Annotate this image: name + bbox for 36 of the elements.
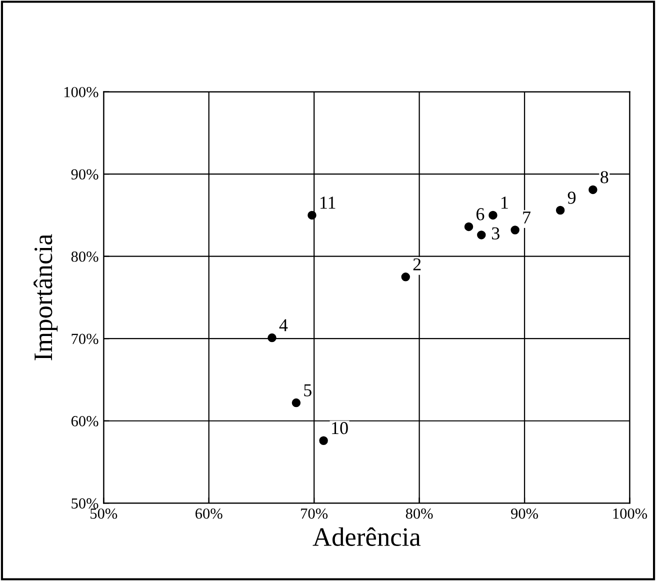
annotation: 1 [502,196,508,209]
annotation: 4 [279,319,288,332]
point [308,210,316,220]
annotation: 9 [568,192,576,204]
point [464,222,474,232]
annotation: 2 [413,258,421,270]
point [488,210,498,220]
point [319,436,328,445]
point [588,185,598,194]
annotation: 11 [320,196,336,209]
point [401,272,410,282]
point [268,333,276,342]
y-axis-title: Importância [34,234,58,360]
x-axis-title: Aderência [312,527,421,546]
y-tick-label: 100% [64,86,98,98]
y-tick-label: 90% [71,169,98,180]
x-tick-label: 50% [90,508,118,519]
point [292,398,301,408]
y-tick-label: 60% [71,416,98,426]
y-tick-label: 50% [72,498,98,509]
annotation: 3 [492,227,500,240]
y-tick-label: 80% [71,251,98,262]
annotation: 7 [523,212,531,224]
x-tick-label: 60% [196,508,222,519]
x-tick-label: 80% [406,508,433,519]
point [556,206,565,215]
annotation: 8 [600,171,608,184]
point [477,230,486,240]
y-tick-label: 70% [72,334,98,344]
point [510,226,520,234]
x-tick-label: 90% [511,508,538,519]
x-tick-label: 100% [613,508,648,519]
annotation: 10 [332,422,348,434]
annotation: 5 [304,384,312,396]
x-tick-label: 70% [301,508,328,519]
annotation: 6 [476,208,484,220]
